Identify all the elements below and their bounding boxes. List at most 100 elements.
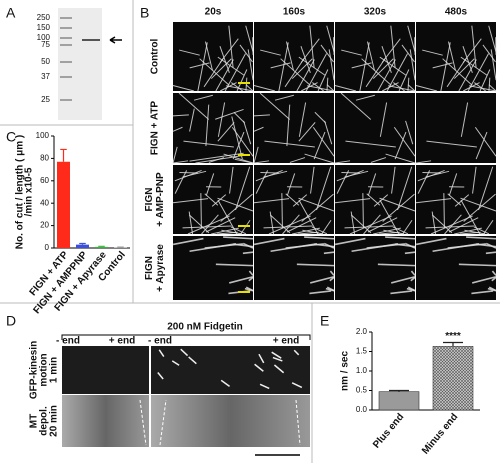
filament [197, 42, 208, 92]
y-tick-label: 2.0 [356, 327, 368, 336]
filament [488, 25, 497, 53]
row-label: + AMP-PNP [155, 172, 166, 227]
kymo-edge [295, 399, 301, 446]
filament [367, 173, 377, 196]
filament [386, 53, 408, 92]
filament [300, 82, 318, 92]
filament [204, 41, 213, 71]
time-label: 160s [283, 7, 306, 18]
filament [205, 173, 215, 196]
kymo-track [158, 349, 165, 357]
filament [298, 231, 319, 235]
filament [309, 275, 335, 284]
filament [406, 287, 416, 292]
filament [393, 126, 416, 157]
filament [268, 215, 311, 235]
filament [188, 211, 194, 235]
y-tick-label: 60 [40, 176, 49, 185]
filament [475, 131, 488, 160]
filament [304, 153, 335, 164]
filament [409, 49, 416, 81]
filament [231, 116, 243, 160]
filament [189, 62, 210, 69]
filament [305, 53, 327, 92]
filament [326, 84, 335, 92]
filament [172, 237, 204, 246]
filament [234, 158, 254, 164]
filament [314, 111, 327, 124]
micrograph [416, 22, 496, 91]
filament [349, 215, 392, 235]
kymo-image [62, 346, 149, 394]
filament [471, 275, 497, 284]
kymo-track [293, 349, 300, 356]
filament [334, 160, 351, 164]
filament [462, 82, 480, 92]
filament [226, 85, 254, 92]
filament [217, 102, 226, 137]
filament [487, 287, 497, 292]
filament [179, 49, 200, 56]
filament [463, 193, 496, 222]
filament [447, 41, 456, 71]
filament [366, 41, 375, 71]
kymo-track [259, 383, 270, 390]
filament [325, 287, 335, 292]
filament [311, 226, 328, 235]
y-axis-label: /min x10-5 [24, 167, 35, 216]
row-label: FIGN [144, 256, 155, 280]
filament [172, 114, 189, 117]
filament [239, 44, 253, 63]
filament [298, 122, 316, 142]
bar [114, 247, 127, 248]
filament [323, 251, 335, 255]
filament [415, 85, 438, 92]
filament [172, 146, 178, 164]
filament [245, 84, 254, 92]
micrograph [335, 22, 415, 91]
marker-label: 37 [41, 72, 50, 81]
filament [392, 226, 409, 235]
filament [298, 197, 335, 212]
filament [233, 111, 246, 124]
filament [255, 170, 269, 194]
bracket [61, 334, 311, 340]
y-tick-label: 20 [40, 221, 49, 230]
filament [274, 94, 294, 101]
filament [475, 243, 497, 248]
kymo-track [258, 353, 265, 364]
filament [228, 275, 254, 284]
kymo-edge [159, 399, 167, 446]
filament [431, 211, 437, 235]
filament [243, 120, 252, 145]
filament [296, 59, 315, 92]
filament [203, 57, 225, 88]
filament [405, 120, 414, 145]
y-tick-label: 100 [36, 131, 50, 140]
filament [326, 25, 335, 53]
filament [366, 193, 381, 206]
filament [313, 243, 335, 248]
filament [359, 42, 370, 92]
filament [298, 102, 307, 137]
filament [304, 236, 335, 240]
end-label: + end [109, 336, 135, 347]
filament [404, 251, 416, 255]
filament [281, 193, 283, 228]
filament [245, 77, 248, 92]
filament [220, 193, 253, 222]
time-label: 20s [205, 7, 222, 18]
filament [285, 41, 294, 71]
filament [310, 166, 315, 194]
filament [447, 193, 462, 206]
filament [270, 62, 291, 69]
filament [460, 231, 481, 235]
filament [482, 44, 496, 63]
marker-label: 150 [37, 23, 51, 32]
row-label: 1 min [49, 357, 60, 383]
bar [76, 244, 89, 248]
filament [329, 276, 335, 282]
filament [460, 197, 497, 212]
error-bar [389, 389, 409, 392]
filament [491, 276, 497, 282]
